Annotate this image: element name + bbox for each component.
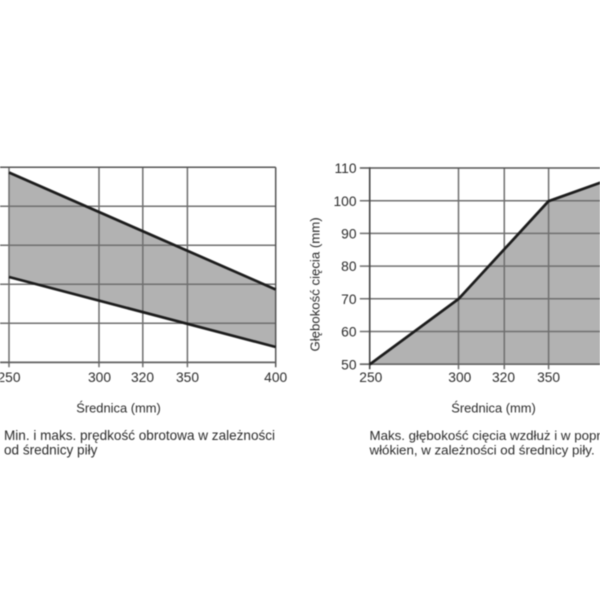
svg-text:Min. i maks. prędkość obrotowa: Min. i maks. prędkość obrotowa w zależno…	[4, 428, 275, 443]
svg-text:400: 400	[264, 370, 287, 385]
svg-text:od średnicy piły: od średnicy piły	[4, 443, 98, 458]
svg-text:300: 300	[88, 370, 111, 385]
svg-text:350: 350	[176, 370, 199, 385]
svg-text:70: 70	[341, 292, 357, 307]
svg-text:50: 50	[341, 357, 357, 372]
svg-text:320: 320	[131, 370, 154, 385]
svg-text:60: 60	[341, 325, 357, 340]
svg-text:Średnica (mm): Średnica (mm)	[76, 401, 161, 416]
svg-text:90: 90	[341, 227, 357, 242]
svg-text:Głębokość cięcia (mm): Głębokość cięcia (mm)	[308, 217, 323, 351]
svg-text:włókien, w zależności od średn: włókien, w zależności od średnicy piły.	[369, 443, 595, 458]
svg-text:100: 100	[333, 194, 356, 209]
svg-text:250: 250	[359, 370, 382, 385]
svg-text:350: 350	[537, 370, 560, 385]
svg-text:110: 110	[335, 161, 357, 176]
svg-text:Średnica (mm): Średnica (mm)	[451, 401, 536, 416]
svg-text:80: 80	[341, 259, 357, 274]
svg-text:300: 300	[448, 370, 471, 385]
svg-text:320: 320	[492, 370, 515, 385]
svg-text:Maks. głębokość cięcia wzdłuż: Maks. głębokość cięcia wzdłuż i w poprze…	[370, 428, 600, 443]
svg-text:250: 250	[0, 370, 21, 385]
